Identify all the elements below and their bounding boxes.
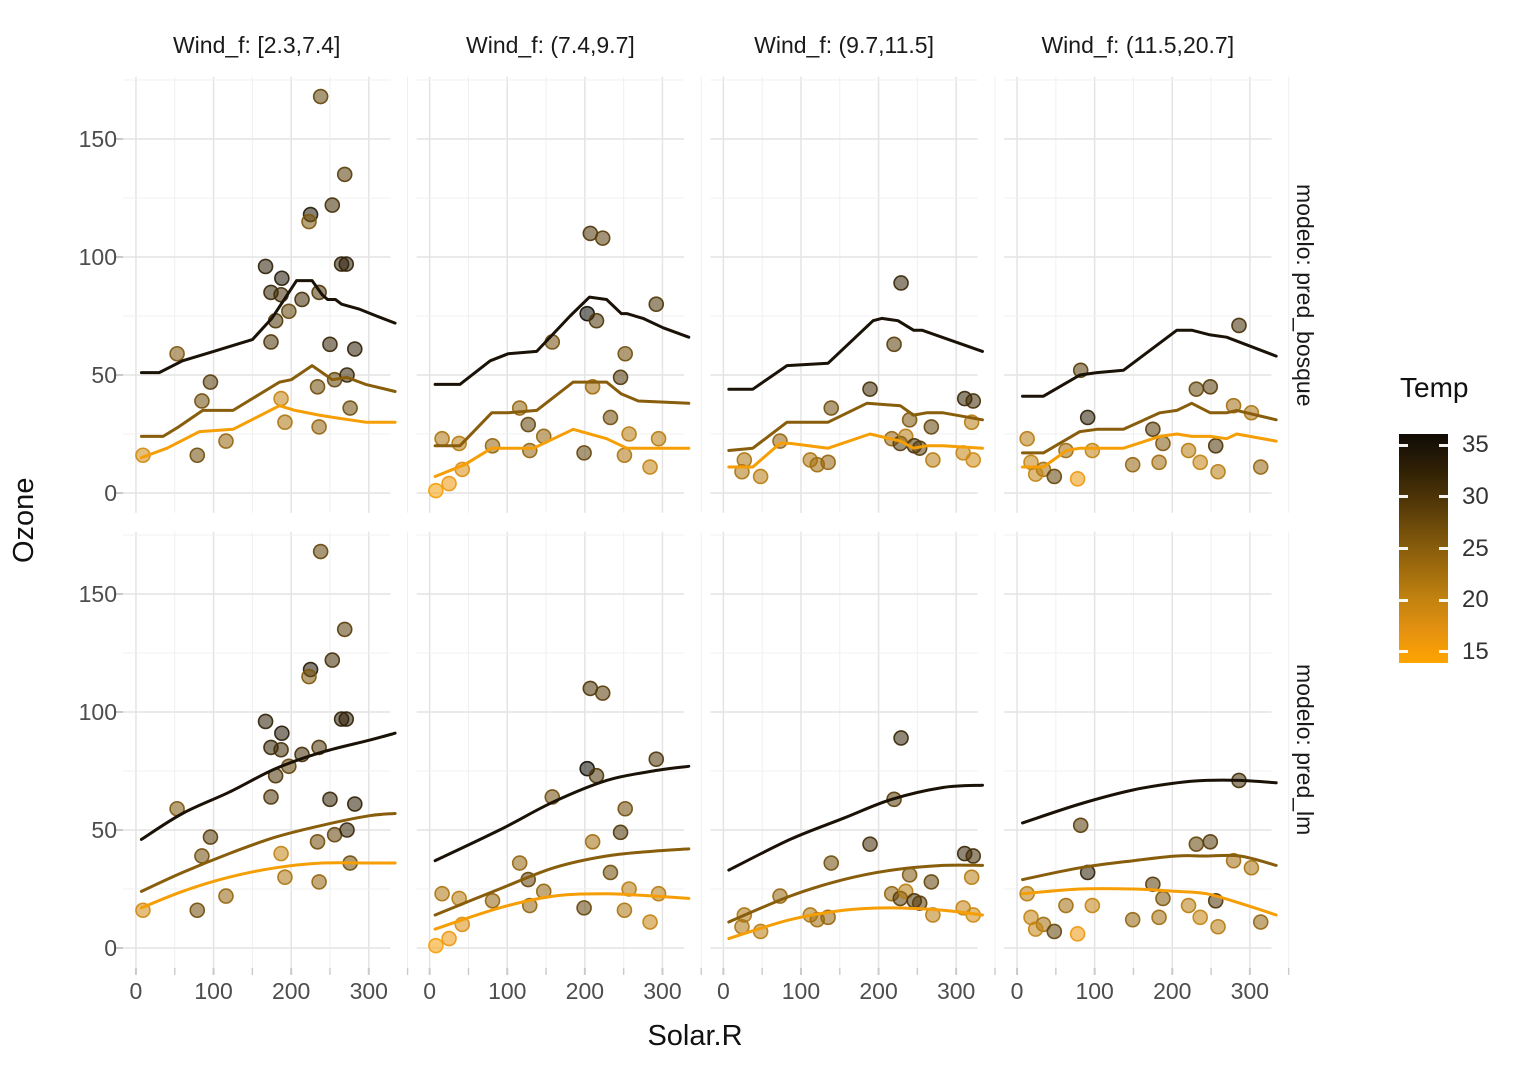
axis-ticks [115, 138, 1290, 975]
x-tick-label-200-col2: 200 [859, 978, 898, 1004]
x-tick-label-100-col2: 100 [781, 978, 821, 1004]
x-axis-title: Solar.R [647, 1020, 743, 1052]
x-tick-label-100-col1: 100 [488, 978, 527, 1004]
legend-colorbar-tick [1439, 495, 1448, 499]
legend-tick-label-25: 25 [1462, 534, 1489, 562]
line-pred_lm-temp25-c3 [1021, 853, 1278, 882]
x-tick-label-300-col0: 300 [349, 978, 388, 1004]
points-r0-c3 [1019, 317, 1269, 487]
line-pred_bosque-temp25-c1 [433, 380, 691, 448]
x-tick-label-200-col1: 200 [565, 978, 605, 1004]
line-pred_lm-temp25-c2 [727, 863, 984, 924]
legend-title: Temp [1400, 372, 1469, 403]
panel-r0-c3 [1004, 76, 1290, 513]
legend-colorbar-tick [1439, 547, 1448, 550]
x-tick-label-300-col1: 300 [643, 978, 682, 1004]
temp-legend: Temp 35 30 25 20 15 [1392, 372, 1532, 682]
legend-colorbar-tick [1439, 598, 1448, 602]
legend-tick-label-35: 35 [1462, 431, 1489, 459]
line-pred_lm-temp35-c2 [727, 783, 984, 872]
points-r1-c3 [1019, 772, 1269, 942]
facet-col-label-2: Wind_f: (7.4,9.7] [466, 32, 635, 58]
legend-tick-label-20: 20 [1462, 586, 1489, 614]
line-pred_lm-temp15-c3 [1021, 887, 1278, 917]
legend-tick-label-30: 30 [1462, 482, 1489, 510]
panel-r1-c1 [416, 531, 702, 968]
line-pred_lm-temp25-c1 [433, 847, 691, 917]
line-pred_bosque-temp25-c0 [139, 364, 397, 438]
line-pred_bosque-temp25-c2 [727, 401, 984, 452]
line-pred_bosque-temp15-c3 [1021, 432, 1278, 469]
x-tick-label-200-col3: 200 [1153, 978, 1192, 1004]
line-pred_bosque-temp25-c3 [1021, 401, 1278, 455]
points-r0-c1 [428, 225, 667, 499]
line-pred_bosque-temp35-c2 [727, 316, 984, 391]
x-tick-label-100-col3: 100 [1075, 978, 1114, 1004]
legend-colorbar-tick [1399, 547, 1408, 550]
legend-colorbar-tick [1399, 598, 1408, 602]
panel-r0-c2 [710, 76, 996, 513]
line-pred_lm-temp35-c0 [139, 731, 397, 841]
points-r0-c0 [135, 88, 363, 464]
legend-colorbar-tick [1399, 495, 1408, 499]
facet-row-label-pred-lm: modelo: pred_lm [1292, 664, 1318, 836]
facet-row-label-pred-bosque: modelo: pred_bosque [1292, 183, 1318, 407]
legend-colorbar-tick [1399, 443, 1408, 447]
line-pred_lm-temp15-c0 [139, 861, 397, 910]
x-tick-label-0-col1: 0 [423, 978, 437, 1004]
x-tick-label-300-col2: 300 [936, 978, 976, 1004]
x-tick-label-0-col3: 0 [1010, 978, 1024, 1004]
line-pred_bosque-temp15-c2 [727, 432, 984, 469]
line-pred_lm-temp15-c1 [433, 892, 691, 931]
line-pred_lm-temp35-c1 [433, 764, 691, 863]
y-tick-label-50-row1: 50 [91, 817, 117, 843]
line-pred_lm-temp15-c2 [727, 906, 984, 941]
panel-r1-c2 [710, 531, 996, 968]
x-tick-label-0-col2: 0 [716, 978, 730, 1004]
line-pred_bosque-temp35-c1 [433, 295, 691, 386]
facet-col-label-1: Wind_f: [2.3,7.4] [172, 32, 341, 58]
legend-tick-label-15: 15 [1462, 637, 1489, 665]
y-tick-label-100-row1: 100 [78, 699, 117, 725]
panel-r1-c0 [123, 531, 409, 968]
line-pred_bosque-temp15-c0 [139, 404, 397, 460]
panel-r0-c1 [416, 76, 702, 513]
legend-colorbar-tick [1439, 443, 1448, 447]
y-tick-label-150-row1: 150 [78, 581, 117, 607]
points-r1-c1 [428, 680, 667, 954]
y-tick-label-0-row1: 0 [104, 935, 117, 961]
y-tick-label-50-row0: 50 [91, 362, 117, 388]
legend-colorbar-tick [1399, 650, 1408, 654]
line-pred_bosque-temp15-c1 [433, 427, 691, 478]
x-tick-label-0-col0: 0 [129, 978, 143, 1004]
y-tick-label-150-row0: 150 [78, 126, 117, 152]
x-tick-label-300-col3: 300 [1230, 978, 1270, 1004]
panel-r0-c0 [123, 76, 409, 513]
points-r1-c2 [734, 730, 982, 940]
line-pred_lm-temp25-c0 [139, 812, 397, 893]
line-pred_lm-temp35-c3 [1021, 778, 1278, 825]
y-tick-label-100-row0: 100 [78, 244, 117, 270]
x-tick-label-100-col0: 100 [194, 978, 233, 1004]
x-tick-label-200-col0: 200 [271, 978, 311, 1004]
facet-col-label-3: Wind_f: (9.7,11.5] [754, 32, 934, 58]
y-tick-label-0-row0: 0 [104, 480, 117, 506]
legend-colorbar-tick [1439, 650, 1448, 654]
facet-col-label-4: Wind_f: (11.5,20.7] [1041, 32, 1235, 58]
line-pred_bosque-temp35-c0 [139, 279, 397, 375]
panel-r1-c3 [1004, 531, 1290, 968]
line-pred_bosque-temp35-c3 [1021, 328, 1278, 398]
